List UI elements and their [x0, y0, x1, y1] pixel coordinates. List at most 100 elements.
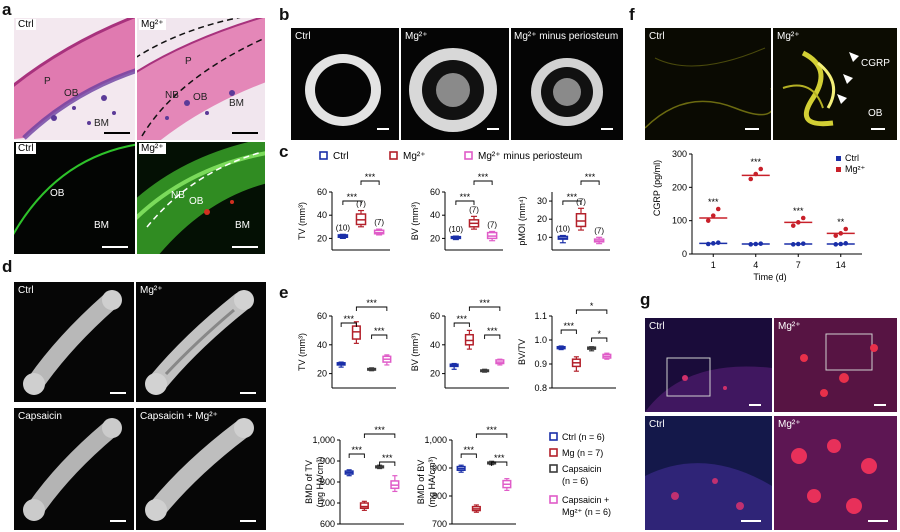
e-plot-0-sig-bracket [371, 334, 388, 339]
ct-mg-minus-tag: Mg²⁺ minus periosteum [514, 31, 619, 42]
c-plot-1-tick-label: 20 [430, 233, 440, 243]
e-plot-3-tick-label: 600 [320, 519, 335, 529]
e-plot-3-tick-label: 900 [320, 456, 335, 466]
legend-c: Ctrl Mg²⁺ Mg²⁺ minus periosteum [319, 151, 582, 162]
legend-e-swatch-2 [549, 464, 558, 473]
e-plot-0-sig-label: *** [374, 326, 385, 336]
f-sig-label: ** [837, 217, 845, 227]
xray-ctrl-tag: Ctrl [18, 285, 34, 296]
legend-f: Ctrl Mg²⁺ [836, 153, 865, 174]
panel-label-g: g [640, 290, 651, 309]
e-plot-0-tick-label: 60 [317, 311, 327, 321]
c-plot-1-sig-label: *** [478, 172, 489, 182]
f-point [753, 171, 759, 177]
he-ctrl-p-label: P [44, 76, 51, 87]
e-plot-3-ylabel: BMD of TV [304, 460, 314, 504]
scale-bar [240, 392, 256, 394]
he-mg-bm-label: BM [229, 98, 244, 109]
e-plot-4-tick-label: 1,000 [424, 435, 447, 445]
fluor-mg-ob-label: OB [189, 196, 204, 207]
legend-c-label-0: Ctrl [333, 151, 349, 162]
c-plot-2-sig-bracket [562, 200, 582, 205]
f-xtick-label: 14 [836, 260, 846, 270]
panel-label-a: a [2, 0, 12, 19]
e-plot-4-tick-label: 900 [432, 463, 447, 473]
e-plot-3-sig-label: *** [352, 445, 363, 455]
c-plot-0-tick-label: 20 [317, 233, 327, 243]
e-plot-0-tick-label: 40 [317, 340, 327, 350]
he-mg-p-label: P [185, 56, 192, 67]
if-mg-bottom-graphic [774, 416, 897, 530]
he-ctrl-bm-label: BM [94, 118, 109, 129]
e-plot-1-ylabel: BV (mm³) [410, 333, 420, 372]
c-plot-0-sig-bracket [360, 180, 380, 185]
c-plot-1-tick-label: 60 [430, 187, 440, 197]
c-plot-1-ylabel: BV (mm³) [410, 202, 420, 241]
he-mg-nb-label: NB [165, 90, 179, 101]
legend-f-label-ctrl: Ctrl [845, 153, 859, 163]
scale-bar [871, 128, 885, 130]
if-ctrl-top-graphic [645, 357, 772, 412]
f-point [753, 241, 759, 247]
ct-ctrl-graphic [305, 54, 381, 126]
scale-bar [868, 520, 888, 522]
fluor-ctrl-bm-label: BM [94, 220, 109, 231]
xray-capsaicin-graphic [23, 418, 122, 521]
fluor-mg-graphic [137, 142, 265, 254]
e-plot-4-ylabel2: (mg HA/cm³) [427, 457, 437, 508]
f-point [710, 241, 716, 246]
legend-e-swatch-3 [549, 495, 558, 504]
e-plot-3-tick-label: 800 [320, 477, 335, 487]
scale-bar [741, 520, 761, 522]
scale-bar [874, 404, 886, 406]
c-plot-2-tick-label: 30 [537, 196, 547, 206]
cgrp-mg-graphic [782, 50, 859, 127]
xray-mg-tag: Mg²⁺ [140, 285, 163, 296]
e-plot-1-sig-label: *** [457, 314, 468, 324]
if-ctrl-top-tag: Ctrl [649, 321, 665, 332]
e-plot-4-tick-label: 800 [432, 491, 447, 501]
legend-e-label-2: Capsaicin [562, 464, 602, 474]
c-plot-0-tick-label: 40 [317, 210, 327, 220]
scale-bar [110, 520, 126, 522]
f-point [843, 241, 849, 246]
panel-label-b: b [279, 5, 290, 24]
e-plot-1-sig-label: *** [487, 326, 498, 336]
fluor-mg-bm-label: BM [235, 220, 250, 231]
xray-image-capsaicin: Capsaicin [14, 408, 134, 530]
e-plot-2-sig-label: *** [564, 321, 575, 331]
cgrp-ctrl-tag: Ctrl [649, 31, 665, 42]
arrowhead-icon [837, 94, 847, 104]
if-image-mg-bottom: Mg²⁺ [774, 416, 897, 530]
e-plot-1-sig-label: *** [479, 298, 490, 308]
panel-label-e: e [279, 283, 289, 302]
e-plot-2-tick-label: 0.9 [534, 359, 547, 369]
f-point [790, 223, 796, 228]
legend-f-label-mg: Mg²⁺ [845, 164, 865, 174]
c-plot-1-n-label: (10) [449, 225, 464, 234]
scale-bar [104, 132, 130, 134]
e-plot-4-sig-label: *** [486, 425, 497, 435]
ct-mg-tag: Mg²⁺ [405, 31, 428, 42]
legend-c-label-2: Mg²⁺ minus periosteum [478, 151, 582, 162]
scale-bar [232, 246, 258, 248]
c-plot-2-ylabel: pMOI (mm⁴) [517, 196, 527, 245]
f-point [800, 241, 806, 246]
c-plot-0-sig-bracket [342, 200, 362, 205]
f-point [715, 240, 721, 245]
legend-e-label-0: Ctrl (n = 6) [562, 432, 605, 442]
e-plot-0-ylabel: TV (mm³) [297, 333, 307, 371]
f-point [705, 218, 711, 223]
f-point [715, 206, 721, 212]
e-plot-2-tick-label: 1.1 [534, 311, 547, 321]
ct-mg-minus-graphic [531, 58, 603, 126]
cgrp-image-ctrl: Ctrl [645, 28, 771, 140]
ct-mg-graphic [409, 48, 497, 132]
c-plot-1-n-label: (7) [487, 220, 497, 229]
if-mg-bottom-tag: Mg²⁺ [778, 419, 801, 430]
e-plot-1-sig-bracket [468, 306, 501, 311]
xray-capsaicin-mg-tag: Capsaicin + Mg²⁺ [140, 411, 218, 422]
f-tick-label: 300 [672, 149, 687, 159]
e-plot-3-sig-bracket [348, 453, 365, 458]
ct-ctrl-tag: Ctrl [295, 31, 311, 42]
